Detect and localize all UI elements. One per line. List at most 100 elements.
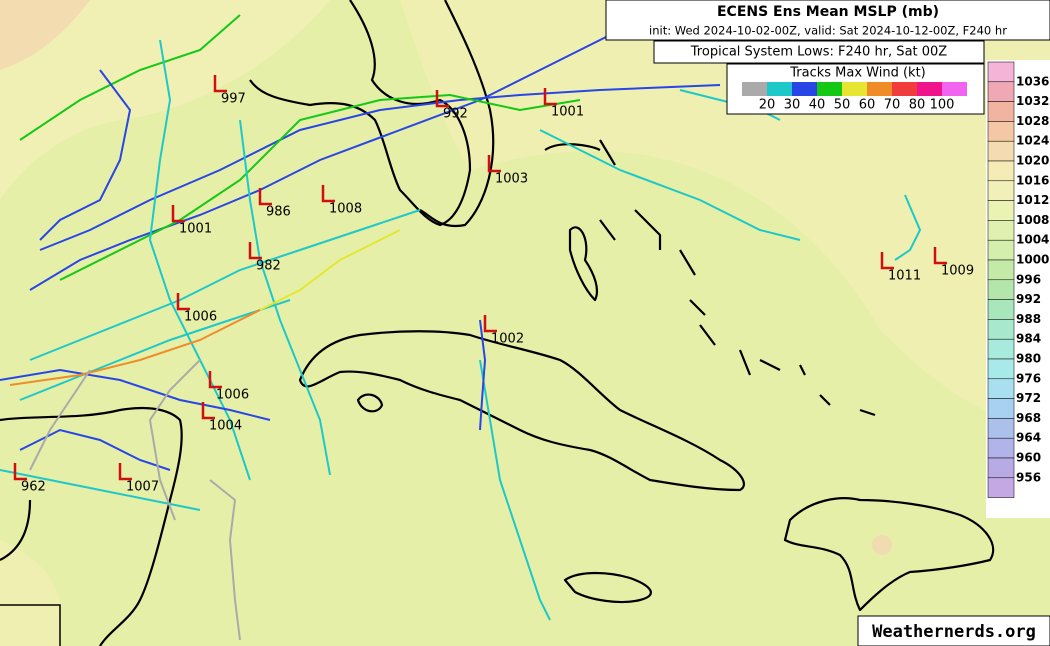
pressure-swatch: [987, 259, 1015, 281]
low-pressure: 1007: [126, 480, 159, 495]
low-marker: [258, 188, 272, 206]
pressure-swatch: [987, 418, 1015, 439]
track: [0, 368, 271, 421]
track: [539, 129, 801, 241]
pressure-contour: [0, 540, 62, 646]
low-marker: [543, 88, 557, 106]
pressure-label: 964: [1016, 431, 1041, 445]
low-marker: [171, 205, 185, 223]
pressure-swatch: [987, 81, 1015, 102]
low-pressure: 982: [256, 259, 281, 274]
pressure-swatch: [987, 457, 1015, 479]
low-pressure: 1006: [216, 388, 249, 403]
watermark: Weathernerds.org: [872, 622, 1036, 642]
pressure-swatch: [987, 437, 1015, 459]
low-pressure: 1009: [941, 264, 974, 279]
pressure-label: 968: [1016, 411, 1041, 425]
pressure-swatch: [987, 319, 1015, 340]
wind-swatch: [842, 82, 867, 96]
low-pressure: 1006: [184, 310, 217, 325]
pressure-swatch: [987, 180, 1015, 201]
low-marker: [208, 371, 222, 389]
pressure-label: 988: [1016, 312, 1041, 326]
coastline: [563, 571, 652, 604]
low-marker: [321, 185, 335, 203]
low-pressure: 1004: [209, 419, 242, 434]
low-pressure: 962: [21, 480, 46, 495]
wind-legend-title: Tracks Max Wind (kt): [789, 66, 926, 81]
coastline: [0, 406, 183, 646]
pressure-swatch: [987, 239, 1015, 261]
wind-label: 50: [834, 98, 851, 113]
wind-swatch: [767, 82, 792, 96]
pressure-label: 1028: [1016, 114, 1049, 128]
pressure-swatch: [987, 477, 1015, 498]
pressure-label: 980: [1016, 352, 1041, 366]
pressure-swatch: [987, 299, 1015, 320]
low-marker: [487, 155, 501, 173]
track: [39, 69, 132, 241]
pressure-label: 1020: [1016, 154, 1049, 168]
low-pressure: 986: [266, 205, 291, 220]
pressure-label: 972: [1016, 391, 1041, 405]
track: [19, 299, 291, 401]
track: [148, 359, 201, 521]
pressure-swatch: [987, 121, 1015, 142]
coastline: [356, 393, 384, 413]
wind-label: 80: [909, 98, 926, 113]
pressure-label: 960: [1016, 451, 1041, 465]
title: ECENS Ens Mean MSLP (mb): [717, 4, 939, 20]
track: [19, 14, 241, 141]
wind-label: 100: [930, 98, 955, 113]
pressure-swatch: [987, 61, 1015, 83]
track: [9, 309, 261, 386]
wind-label: 40: [809, 98, 826, 113]
pressure-label: 1032: [1016, 94, 1049, 108]
storm-tracks: [0, 0, 922, 641]
low-marker: [880, 252, 894, 270]
header-box: ECENS Ens Mean MSLP (mb) init: Wed 2024-…: [605, 0, 1050, 41]
pressure-label: 1024: [1016, 134, 1049, 148]
pressure-label: 976: [1016, 371, 1041, 385]
wind-swatch: [867, 82, 892, 96]
low-pressure: 1001: [179, 222, 212, 237]
track: [29, 0, 681, 291]
header-background: [605, 0, 1050, 41]
panel-title: Tropical System Lows: F240 hr, Sat 00Z: [690, 45, 948, 60]
wind-label: 60: [859, 98, 876, 113]
low-pressure: 1001: [551, 105, 584, 120]
wind-label: 20: [759, 98, 776, 113]
wind-swatch: [792, 82, 817, 96]
track: [0, 469, 201, 511]
low-pressure: 992: [443, 107, 468, 122]
pressure-contour: [872, 535, 892, 555]
wind-label: 30: [784, 98, 801, 113]
low-pressure: 997: [221, 92, 246, 107]
wind-swatch: [742, 82, 767, 96]
subtitle: init: Wed 2024-10-02-00Z, valid: Sat 202…: [649, 24, 1007, 38]
wind-legend: Tracks Max Wind (kt) 20 30 40 50 60 70 80 100: [726, 63, 985, 115]
low-pressure: 1002: [491, 332, 524, 347]
pressure-label: 1012: [1016, 193, 1049, 207]
pressure-swatch: [987, 160, 1015, 182]
pressure-swatch: [987, 338, 1015, 360]
pressure-swatch: [987, 279, 1015, 300]
track: [894, 194, 922, 261]
track: [29, 369, 91, 471]
lows: 997 992 1001 1003 986 1008 1001 982 1006 1002 1011…: [13, 75, 974, 495]
low-marker: [933, 247, 947, 265]
coastline: [783, 497, 995, 612]
wind-swatch: [917, 82, 942, 96]
low-marker: [213, 75, 227, 93]
pressure-label: 1008: [1016, 213, 1049, 227]
pressure-contour: [0, 0, 330, 200]
track: [39, 84, 721, 251]
border: [0, 604, 61, 646]
panel-title-background: [653, 40, 985, 64]
wind-label: 70: [884, 98, 901, 113]
coastline: [249, 0, 472, 227]
low-marker: [435, 90, 449, 108]
pressure-label: 1036: [1016, 74, 1049, 88]
pressure-label: 1004: [1016, 233, 1049, 247]
